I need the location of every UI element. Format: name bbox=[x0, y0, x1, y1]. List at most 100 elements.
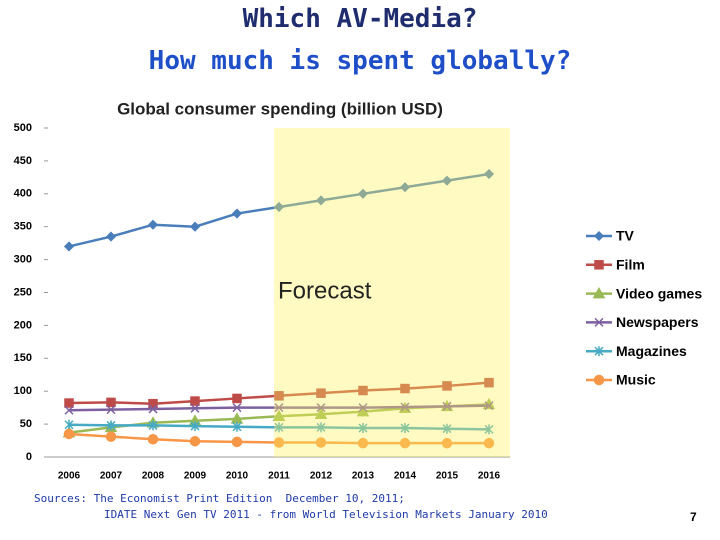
legend-label: Music bbox=[616, 372, 656, 388]
marker bbox=[106, 397, 116, 408]
marker bbox=[231, 208, 243, 219]
marker bbox=[358, 403, 368, 413]
y-tick-label: 100 bbox=[14, 385, 32, 397]
marker bbox=[190, 421, 200, 432]
marker bbox=[484, 424, 494, 435]
marker bbox=[63, 428, 75, 440]
marker bbox=[483, 437, 495, 449]
marker bbox=[190, 403, 200, 413]
source: IDATE Next Gen TV 2011 - from World Tele… bbox=[104, 508, 548, 521]
marker bbox=[274, 422, 284, 433]
legend-marker bbox=[594, 260, 604, 270]
marker bbox=[316, 422, 326, 433]
marker bbox=[189, 221, 201, 232]
marker bbox=[400, 423, 410, 434]
y-tick-label: 50 bbox=[20, 418, 32, 430]
x-tick-label: 2013 bbox=[352, 471, 375, 482]
legend-marker bbox=[592, 287, 606, 299]
legend-label: TV bbox=[616, 228, 635, 244]
y-tick-label: 150 bbox=[14, 352, 32, 364]
legend-label: Magazines bbox=[616, 343, 687, 359]
marker bbox=[64, 398, 74, 408]
marker bbox=[400, 402, 410, 412]
marker bbox=[314, 407, 328, 419]
marker bbox=[441, 175, 453, 186]
chart-title: Global consumer spending (billion USD) bbox=[117, 99, 443, 118]
y-tick-label: 500 bbox=[14, 122, 32, 134]
legend-label: Film bbox=[616, 257, 645, 273]
y-tick-label: 450 bbox=[14, 155, 32, 167]
marker bbox=[399, 437, 411, 449]
marker bbox=[231, 436, 243, 448]
marker bbox=[484, 401, 494, 411]
page-number: 7 bbox=[690, 510, 697, 524]
marker bbox=[190, 396, 200, 406]
source: Sources: The Economist Print Edition Dec… bbox=[34, 492, 405, 505]
marker bbox=[147, 219, 159, 230]
legend-marker bbox=[594, 317, 604, 327]
marker bbox=[357, 437, 369, 449]
subtitle: How much is spent globally? bbox=[148, 46, 572, 76]
y-tick-label: 400 bbox=[14, 188, 32, 200]
annotation: Forecast bbox=[278, 277, 372, 304]
x-tick-label: 2007 bbox=[100, 471, 123, 482]
marker bbox=[400, 383, 410, 394]
marker bbox=[147, 433, 159, 445]
marker bbox=[232, 393, 242, 404]
marker bbox=[274, 391, 284, 401]
title: Which AV-Media? bbox=[242, 4, 478, 34]
y-tick-label: 350 bbox=[14, 221, 32, 233]
marker bbox=[105, 231, 117, 242]
marker bbox=[399, 182, 411, 193]
x-tick-label: 2009 bbox=[184, 471, 207, 482]
marker bbox=[63, 241, 75, 252]
x-tick-label: 2010 bbox=[226, 471, 249, 482]
marker bbox=[105, 431, 117, 442]
legend-marker bbox=[594, 346, 604, 357]
y-tick-label: 250 bbox=[14, 286, 32, 298]
marker bbox=[315, 437, 327, 448]
legend-marker bbox=[593, 374, 605, 386]
legend-label: Video games bbox=[616, 285, 702, 301]
legend-label: Newspapers bbox=[616, 314, 699, 330]
marker bbox=[273, 437, 285, 448]
x-tick-label: 2006 bbox=[58, 471, 81, 482]
marker bbox=[232, 421, 242, 432]
x-tick-label: 2012 bbox=[310, 471, 333, 482]
marker bbox=[64, 405, 74, 415]
marker bbox=[274, 403, 284, 413]
marker bbox=[358, 423, 368, 434]
forecast-region bbox=[274, 128, 510, 457]
x-tick-label: 2016 bbox=[478, 471, 501, 482]
marker bbox=[272, 409, 286, 421]
y-tick-label: 0 bbox=[26, 451, 32, 463]
legend-marker bbox=[593, 230, 605, 242]
marker bbox=[148, 420, 158, 431]
x-tick-label: 2011 bbox=[268, 471, 290, 482]
x-tick-label: 2008 bbox=[142, 471, 165, 482]
marker bbox=[441, 437, 453, 449]
marker bbox=[148, 404, 158, 414]
marker bbox=[315, 195, 327, 206]
marker bbox=[316, 388, 326, 398]
marker bbox=[484, 377, 494, 388]
marker bbox=[358, 385, 368, 396]
x-tick-label: 2014 bbox=[394, 471, 417, 482]
marker bbox=[442, 423, 452, 434]
marker bbox=[273, 201, 285, 213]
marker bbox=[148, 398, 158, 409]
marker bbox=[189, 435, 201, 447]
marker bbox=[106, 405, 116, 415]
x-tick-label: 2015 bbox=[436, 471, 459, 482]
marker bbox=[64, 419, 74, 430]
marker bbox=[316, 403, 326, 413]
marker bbox=[357, 188, 369, 199]
marker bbox=[483, 168, 495, 180]
y-tick-label: 200 bbox=[14, 319, 32, 331]
marker bbox=[232, 403, 242, 413]
marker bbox=[106, 420, 116, 431]
y-tick-label: 300 bbox=[14, 254, 32, 266]
marker bbox=[442, 401, 452, 411]
